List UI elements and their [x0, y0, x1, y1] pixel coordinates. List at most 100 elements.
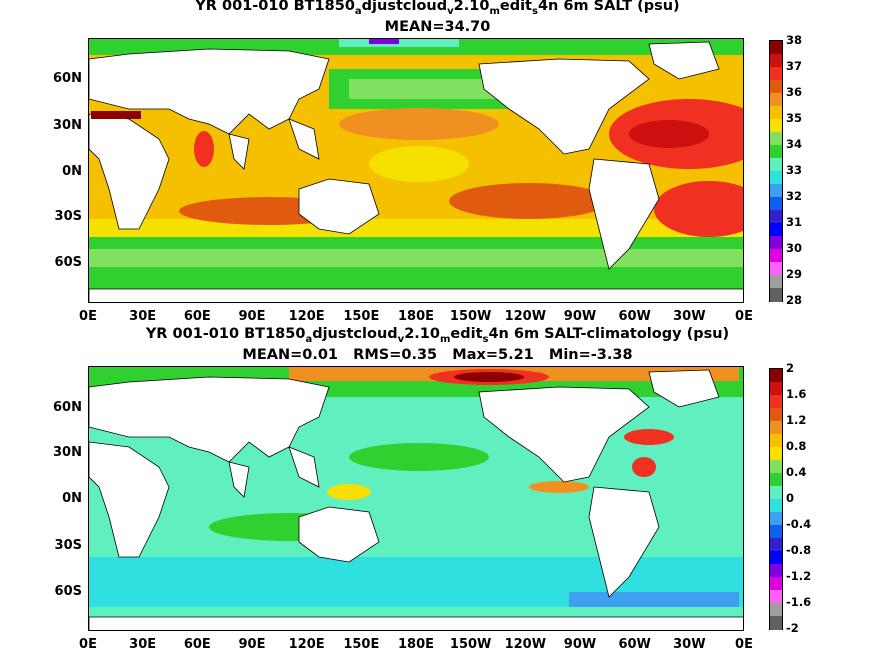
panel2-xtick: 60W [618, 637, 651, 652]
panel1-xtick: 30E [129, 309, 157, 324]
panel2-colorbar-segment [770, 564, 782, 578]
panel2-xtick: 0E [735, 637, 753, 652]
panel1-colorbar-label: 33 [786, 163, 803, 177]
panel2-colorbar [769, 368, 783, 630]
panel1-colorbar-segment [770, 145, 782, 159]
panel1-xtick: 30W [673, 309, 706, 324]
panel1-ytick-0n: 0N [62, 164, 82, 179]
panel2-colorbar-segment [770, 538, 782, 552]
panel1-colorbar-segment [770, 80, 782, 94]
panel1-colorbar-label: 36 [786, 85, 803, 99]
panel2-colorbar-segment [770, 434, 782, 448]
panel2-colorbar-label: -2 [786, 621, 799, 635]
panel2-colorbar-label: 1.2 [786, 413, 807, 427]
panel2-xtick: 150W [449, 637, 492, 652]
panel2-colorbar-segment [770, 512, 782, 526]
panel1-xtick: 90W [563, 309, 597, 324]
panel2-colorbar-label: 0.4 [786, 465, 807, 479]
panel2-colorbar-segment [770, 499, 782, 513]
panel2-colorbar-segment [770, 590, 782, 604]
panel1-colorbar-label: 29 [786, 267, 803, 281]
panel2-colorbar-label: -0.8 [786, 543, 812, 557]
panel1-colorbar-segment [770, 236, 782, 250]
panel1-colorbar-label: 34 [786, 137, 803, 151]
panel1-salinity-map [88, 38, 744, 303]
panel1-colorbar-segment [770, 41, 782, 55]
panel1-colorbar-segment [770, 223, 782, 237]
panel2-stats: MEAN=0.01 RMS=0.35 Max=5.21 Min=-3.38 [242, 347, 633, 363]
panel2-xtick: 150E [343, 637, 380, 652]
panel2-colorbar-label: 0 [786, 491, 795, 505]
panel2-colorbar-label: 1.6 [786, 387, 807, 401]
panel2-xtick: 90W [563, 637, 597, 652]
panel1-colorbar-label: 35 [786, 111, 803, 125]
panel1-colorbar-label: 37 [786, 59, 803, 73]
panel1-ytick-60n: 60N [53, 71, 82, 86]
panel2-colorbar-segment [770, 460, 782, 474]
panel2-colorbar-segment [770, 486, 782, 500]
panel1-colorbar-segment [770, 171, 782, 185]
panel2-xtick: 30W [673, 637, 706, 652]
panel1-colorbar-segment [770, 249, 782, 263]
panel1-ytick-30n: 30N [53, 118, 82, 133]
panel1-xtick: 150W [449, 309, 492, 324]
panel1-xtick: 150E [343, 309, 380, 324]
panel1-xtick: 90E [238, 309, 266, 324]
panel1-colorbar-segment [770, 106, 782, 120]
panel2-colorbar-segment [770, 473, 782, 487]
panel1-colorbar [769, 40, 783, 302]
panel1-colorbar-segment [770, 262, 782, 276]
panel2-colorbar-label: 2 [786, 361, 795, 375]
panel2-colorbar-label: -1.6 [786, 595, 812, 609]
panel2-colorbar-segment [770, 603, 782, 617]
panel2-xtick: 0E [79, 637, 97, 652]
panel2-colorbar-label: -1.2 [786, 569, 812, 583]
panel1-xtick: 120W [504, 309, 547, 324]
panel2-xtick: 60E [183, 637, 211, 652]
panel2-colorbar-label: 0.8 [786, 439, 807, 453]
panel1-colorbar-label: 30 [786, 241, 803, 255]
panel1-colorbar-segment [770, 54, 782, 68]
panel2-colorbar-segment [770, 551, 782, 565]
panel2-colorbar-segment [770, 421, 782, 435]
panel1-colorbar-segment [770, 67, 782, 81]
panel2-ytick-60s: 60S [54, 584, 82, 599]
panel1-stats: MEAN=34.70 [384, 19, 491, 35]
panel2-xtick: 180E [397, 637, 435, 652]
panel1-colorbar-segment [770, 158, 782, 172]
panel1-colorbar-segment [770, 93, 782, 107]
panel2-ytick-0n: 0N [62, 491, 82, 506]
panel1-colorbar-segment [770, 119, 782, 133]
panel1-xtick: 0E [79, 309, 97, 324]
panel2-colorbar-segment [770, 525, 782, 539]
panel1-ytick-30s: 30S [54, 209, 82, 224]
panel1-colorbar-segment [770, 197, 782, 211]
panel1-xtick: 60W [618, 309, 651, 324]
panel2-colorbar-segment [770, 408, 782, 422]
panel1-xtick: 0E [735, 309, 753, 324]
panel2-colorbar-label: -0.4 [786, 517, 812, 531]
panel1-colorbar-label: 38 [786, 33, 803, 47]
panel2-colorbar-segment [770, 447, 782, 461]
panel2-ytick-60n: 60N [53, 400, 82, 415]
panel2-ytick-30s: 30S [54, 538, 82, 553]
panel1-xtick: 180E [397, 309, 435, 324]
panel2-xtick: 90E [238, 637, 266, 652]
panel1-colorbar-segment [770, 210, 782, 224]
panel1-colorbar-label: 31 [786, 215, 803, 229]
panel2-colorbar-segment [770, 395, 782, 409]
panel2-xtick: 120W [504, 637, 547, 652]
panel1-xtick: 60E [183, 309, 211, 324]
panel2-xtick: 30E [129, 637, 157, 652]
panel2-colorbar-segment [770, 369, 782, 383]
panel2-title: YR 001-010 BT1850adjustcloudv2.10medits4… [145, 326, 730, 345]
panel1-colorbar-segment [770, 275, 782, 289]
panel1-ytick-60s: 60S [54, 255, 82, 270]
panel1-title: YR 001-010 BT1850adjustcloudv2.10medits4… [195, 0, 680, 17]
panel1-colorbar-label: 28 [786, 293, 803, 307]
panel1-colorbar-segment [770, 288, 782, 302]
panel2-colorbar-segment [770, 382, 782, 396]
panel1-colorbar-segment [770, 132, 782, 146]
panel2-ytick-30n: 30N [53, 445, 82, 460]
panel2-colorbar-segment [770, 616, 782, 630]
